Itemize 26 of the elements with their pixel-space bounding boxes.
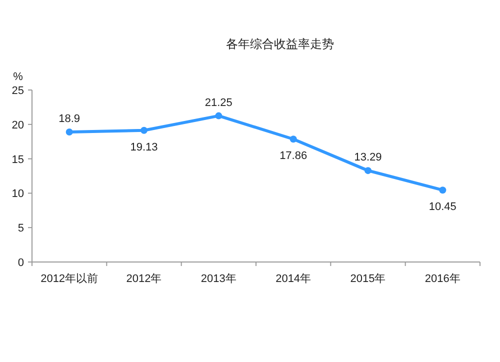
y-tick-label: 25 [12,85,24,97]
point [215,112,222,120]
data-label: 13.29 [354,152,382,164]
y-tick-label: 20 [12,119,24,132]
point [140,126,148,134]
y-axis-title: % [13,71,24,83]
x-tick-label: 2016年 [424,273,460,285]
point [66,128,73,136]
point [290,136,297,143]
chart-title: 各年综合收益率走势 [226,37,334,51]
data-label: 17.86 [280,150,308,162]
x-tick-label: 2014年 [276,273,312,285]
point [439,186,446,194]
y-tick-label: 0 [18,257,24,269]
x-tick-label: 2012年以前 [40,272,98,285]
x-tick-label: 2012年 [126,273,162,285]
x-tick-label: 2015年 [350,273,386,285]
y-tick-label: 10 [12,188,24,200]
point [364,167,372,174]
data-label: 10.45 [428,201,456,214]
x-tick-label: 2013年 [200,273,236,285]
data-label: 21.25 [204,96,232,109]
y-tick-label: 5 [18,222,24,235]
data-label: 18.9 [58,112,80,125]
data-label: 19.13 [130,141,158,154]
y-tick-label: 15 [12,154,24,166]
